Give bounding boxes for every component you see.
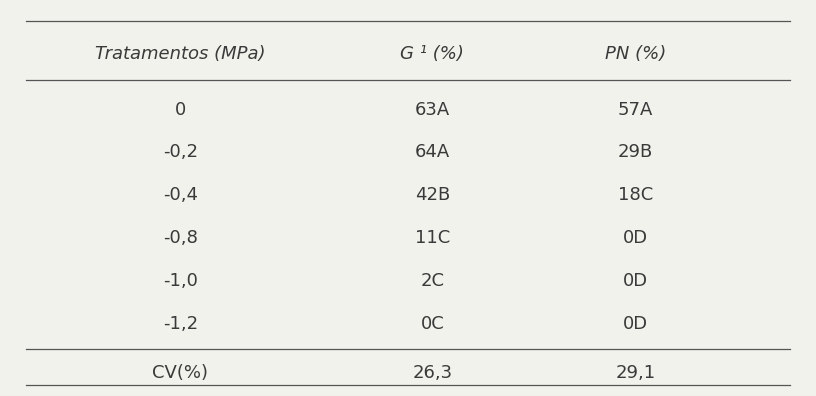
Text: CV(%): CV(%) <box>153 364 208 382</box>
Text: -0,2: -0,2 <box>163 143 197 162</box>
Text: -1,0: -1,0 <box>163 272 197 290</box>
Text: 64A: 64A <box>415 143 450 162</box>
Text: 0C: 0C <box>420 315 444 333</box>
Text: 18C: 18C <box>618 186 654 204</box>
Text: PN (%): PN (%) <box>605 46 667 63</box>
Text: -0,8: -0,8 <box>163 229 197 247</box>
Text: 29B: 29B <box>618 143 654 162</box>
Text: -0,4: -0,4 <box>163 186 197 204</box>
Text: 0D: 0D <box>623 272 648 290</box>
Text: 0: 0 <box>175 101 186 118</box>
Text: 42B: 42B <box>415 186 450 204</box>
Text: 63A: 63A <box>415 101 450 118</box>
Text: 26,3: 26,3 <box>412 364 452 382</box>
Text: 0D: 0D <box>623 229 648 247</box>
Text: Tratamentos (MPa): Tratamentos (MPa) <box>95 46 265 63</box>
Text: 11C: 11C <box>415 229 450 247</box>
Text: -1,2: -1,2 <box>162 315 197 333</box>
Text: 2C: 2C <box>420 272 445 290</box>
Text: 29,1: 29,1 <box>615 364 656 382</box>
Text: G ¹ (%): G ¹ (%) <box>401 46 464 63</box>
Text: 57A: 57A <box>618 101 654 118</box>
Text: 0D: 0D <box>623 315 648 333</box>
